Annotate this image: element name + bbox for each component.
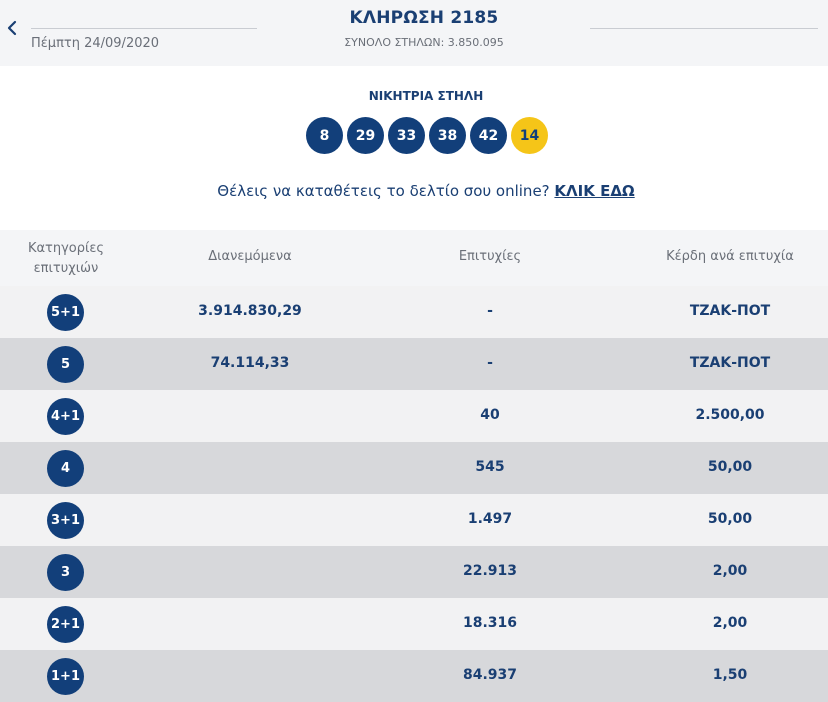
prize-table: Κατηγορίες επιτυχιών Διανεμόμενα Επιτυχί…: [0, 230, 828, 702]
joker-number-ball: 14: [511, 117, 548, 154]
table-row: 5 74.114,33 - ΤΖΑΚ-ΠΟΤ: [0, 338, 828, 390]
winning-number-ball: 42: [470, 117, 507, 154]
table-row: 5+1 3.914.830,29 - ΤΖΑΚ-ΠΟΤ: [0, 286, 828, 338]
prize-cell: 1,50: [712, 667, 748, 683]
header-categories-line1: Κατηγορίες: [27, 241, 105, 256]
category-badge: 4: [47, 450, 84, 487]
header-distributed: Διανεμόμενα: [208, 249, 292, 264]
winners-cell: 1.497: [467, 511, 513, 527]
promo-text: Θέλεις να καταθέτεις το δελτίο σου onlin…: [217, 182, 550, 200]
prize-cell: 50,00: [707, 511, 753, 527]
category-badge: 4+1: [47, 398, 84, 435]
header-categories: Κατηγορίες επιτυχιών: [14, 239, 118, 279]
prize-cell: 2.500,00: [695, 407, 765, 423]
chevron-left-icon: [7, 20, 17, 36]
prize-table-header: Κατηγορίες επιτυχιών Διανεμόμενα Επιτυχί…: [0, 230, 828, 286]
winning-column-label: ΝΙΚΗΤΡΙΑ ΣΤΗΛΗ: [368, 89, 484, 103]
category-badge: 5+1: [47, 294, 84, 331]
winning-number-ball: 8: [306, 117, 343, 154]
online-promo: Θέλεις να καταθέτεις το δελτίο σου onlin…: [0, 182, 828, 200]
draw-date: Πέμπτη 24/09/2020: [31, 36, 160, 51]
table-row: 3+1 1.497 50,00: [0, 494, 828, 546]
category-badge: 3+1: [47, 502, 84, 539]
header-divider-left: [31, 28, 257, 29]
click-here-link[interactable]: ΚΛΙΚ ΕΔΩ: [554, 182, 635, 200]
distributed-cell: 74.114,33: [210, 355, 290, 371]
winners-cell: 84.937: [462, 667, 518, 683]
header-categories-line2: επιτυχιών: [33, 261, 99, 276]
table-row: 1+1 84.937 1,50: [0, 650, 828, 702]
winners-cell: 40: [480, 407, 500, 423]
category-badge: 2+1: [47, 606, 84, 643]
winners-cell: 545: [475, 459, 505, 475]
category-badge: 1+1: [47, 658, 84, 695]
total-columns: ΣΥΝΟΛΟ ΣΤΗΛΩΝ: 3.850.095: [344, 36, 504, 49]
winning-number-ball: 33: [388, 117, 425, 154]
header-divider-right: [590, 28, 818, 29]
winners-cell: -: [487, 355, 493, 371]
table-row: 2+1 18.316 2,00: [0, 598, 828, 650]
prize-cell: 2,00: [712, 615, 748, 631]
table-row: 4 545 50,00: [0, 442, 828, 494]
draw-title: ΚΛΗΡΩΣΗ 2185: [349, 8, 499, 28]
winners-cell: 18.316: [462, 615, 518, 631]
winners-cell: 22.913: [462, 563, 518, 579]
prize-cell: 2,00: [712, 563, 748, 579]
back-button[interactable]: [6, 20, 22, 40]
header-winners: Επιτυχίες: [458, 249, 522, 264]
table-row: 4+1 40 2.500,00: [0, 390, 828, 442]
table-row: 3 22.913 2,00: [0, 546, 828, 598]
category-badge: 3: [47, 554, 84, 591]
draw-header: Πέμπτη 24/09/2020 ΚΛΗΡΩΣΗ 2185 ΣΥΝΟΛΟ ΣΤ…: [0, 0, 828, 66]
winning-numbers: 8 29 33 38 42 14: [306, 117, 548, 154]
winning-number-ball: 38: [429, 117, 466, 154]
prize-cell: ΤΖΑΚ-ΠΟΤ: [689, 303, 771, 319]
winners-cell: -: [487, 303, 493, 319]
header-prize: Κέρδη ανά επιτυχία: [666, 249, 794, 264]
category-badge: 5: [47, 346, 84, 383]
prize-cell: ΤΖΑΚ-ΠΟΤ: [689, 355, 771, 371]
winning-number-ball: 29: [347, 117, 384, 154]
prize-cell: 50,00: [707, 459, 753, 475]
distributed-cell: 3.914.830,29: [198, 303, 302, 319]
